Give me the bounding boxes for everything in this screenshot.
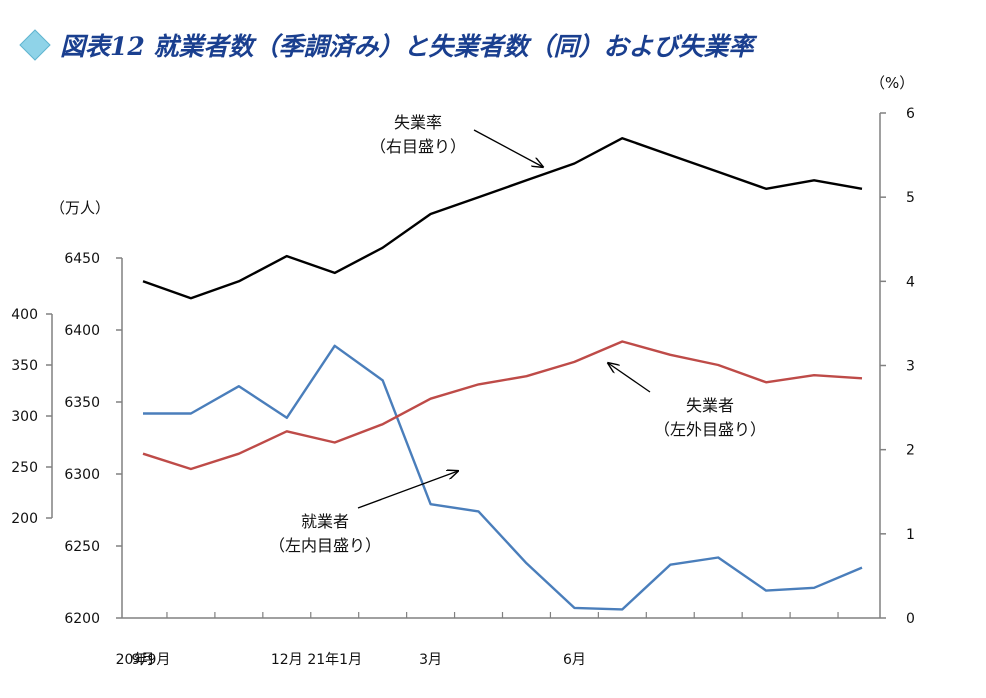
series-line-unemployment-rate [142, 136, 863, 300]
series-line-employed [143, 344, 863, 611]
annotation-employed-label: 就業者 [301, 512, 349, 531]
series-line-unemployed [142, 340, 863, 471]
annotation-unemployed-sublabel: （左外目盛り） [654, 420, 766, 439]
left_outer-tick-label: 200 [11, 511, 38, 527]
annotation-unemployed-label: 失業者 [686, 396, 734, 415]
x-tick-label: 12月 [271, 652, 303, 668]
left_outer-tick-label: 400 [11, 307, 38, 323]
left_inner-tick-label: 6250 [64, 539, 100, 555]
x-tick-label: 6月 [563, 652, 586, 668]
title-diamond-icon [19, 29, 51, 61]
plot-series [142, 136, 863, 611]
left_outer-tick-label: 250 [11, 460, 38, 476]
annotation-unemployed: 失業者 （左外目盛り） [608, 363, 766, 439]
left_inner-tick-label: 6450 [64, 251, 100, 267]
annotation-rate-label: 失業率 [394, 113, 442, 132]
right-axis-unit: （%） [870, 74, 914, 92]
chart-title: 図表12 就業者数（季調済み）と失業者数（同）および失業率 [60, 32, 757, 61]
left_inner-tick-label: 6400 [64, 323, 100, 339]
x-tick-label: 21年1月 [307, 652, 362, 668]
left_outer-tick-label: 350 [11, 358, 38, 374]
left_inner-tick-label: 6350 [64, 395, 100, 411]
right-tick-label: 4 [906, 274, 915, 290]
annotation-rate-arrow [473, 129, 543, 167]
left-axis-unit: （万人） [50, 199, 110, 217]
right-tick-label: 6 [906, 106, 915, 122]
annotation-employed: 就業者 （左内目盛り） [269, 471, 458, 555]
right-tick-label: 5 [906, 190, 915, 206]
right-tick-label: 3 [906, 359, 915, 375]
annotation-employed-sublabel: （左内目盛り） [269, 536, 381, 555]
annotation-unemployed-arrow [608, 363, 651, 393]
right-tick-label: 2 [906, 443, 915, 459]
annotation-rate-sublabel: （右目盛り） [370, 137, 466, 156]
left_inner-tick-label: 6200 [64, 611, 100, 627]
annotation-employed-arrow [357, 471, 458, 509]
right-tick-label: 0 [906, 611, 915, 627]
axis-ticks: 6200 6250 6300 6350 6400 6450 200 250 300 350 400 0… [11, 106, 915, 668]
x-tick-label: 9月 [132, 652, 155, 668]
left_inner-tick-label: 6300 [64, 467, 100, 483]
right-tick-label: 1 [906, 527, 915, 543]
x-tick-label: 3月 [419, 652, 442, 668]
left_outer-tick-label: 300 [11, 409, 38, 425]
x-tick-label: 20年9月 [116, 652, 171, 668]
annotation-rate: 失業率 （右目盛り） [370, 113, 543, 167]
